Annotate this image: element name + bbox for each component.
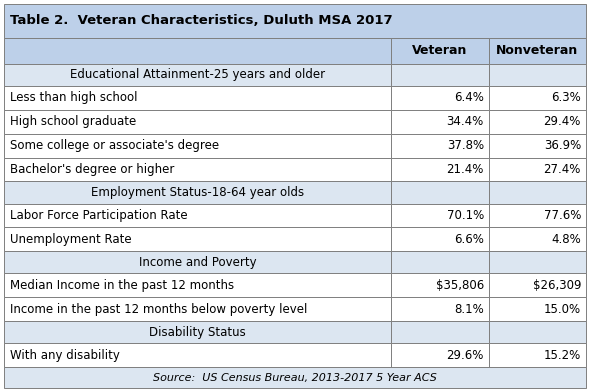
Bar [4,64,391,86]
Text: Nonveteran: Nonveteran [496,44,579,57]
Text: Less than high school: Less than high school [10,91,137,104]
Text: 4.8%: 4.8% [551,233,581,246]
Bar [489,297,586,321]
Bar [391,321,489,343]
Text: Median Income in the past 12 months: Median Income in the past 12 months [10,279,234,292]
Bar [4,203,391,227]
Text: $26,309: $26,309 [533,279,581,292]
Bar [391,227,489,251]
Bar [391,134,489,158]
Text: Income in the past 12 months below poverty level: Income in the past 12 months below pover… [10,303,307,316]
Bar [489,110,586,134]
Bar [489,251,586,274]
Bar [4,110,391,134]
Bar [4,367,586,388]
Text: High school graduate: High school graduate [10,115,136,128]
Bar [489,181,586,203]
Bar [489,274,586,297]
Bar [391,297,489,321]
Text: Labor Force Participation Rate: Labor Force Participation Rate [10,209,188,222]
Bar [489,343,586,367]
Text: 27.4%: 27.4% [543,163,581,176]
Bar [4,297,391,321]
Bar [4,227,391,251]
Bar [489,86,586,110]
Text: 37.8%: 37.8% [447,139,484,152]
Text: 29.4%: 29.4% [543,115,581,128]
Text: 15.0%: 15.0% [544,303,581,316]
Text: Source:  US Census Bureau, 2013-2017 5 Year ACS: Source: US Census Bureau, 2013-2017 5 Ye… [153,373,437,383]
Bar [4,251,391,274]
Text: 6.6%: 6.6% [454,233,484,246]
Text: 8.1%: 8.1% [454,303,484,316]
Text: 77.6%: 77.6% [543,209,581,222]
Text: 15.2%: 15.2% [544,349,581,362]
Bar [4,181,391,203]
Text: Bachelor's degree or higher: Bachelor's degree or higher [10,163,175,176]
Text: Disability Status: Disability Status [149,326,246,339]
Text: Veteran: Veteran [412,44,468,57]
Bar [391,38,489,64]
Bar [4,274,391,297]
Text: Educational Attainment-25 years and older: Educational Attainment-25 years and olde… [70,68,325,81]
Text: 6.3%: 6.3% [551,91,581,104]
Bar [489,227,586,251]
Text: $35,806: $35,806 [435,279,484,292]
Bar [489,38,586,64]
Bar [4,4,586,38]
Bar [391,251,489,274]
Bar [391,181,489,203]
Text: Unemployment Rate: Unemployment Rate [10,233,132,246]
Text: 29.6%: 29.6% [447,349,484,362]
Bar [489,203,586,227]
Bar [391,64,489,86]
Text: Income and Poverty: Income and Poverty [139,256,256,269]
Bar [391,274,489,297]
Bar [391,203,489,227]
Bar [4,38,391,64]
Bar [4,321,391,343]
Bar [391,158,489,181]
Text: 70.1%: 70.1% [447,209,484,222]
Text: Table 2.  Veteran Characteristics, Duluth MSA 2017: Table 2. Veteran Characteristics, Duluth… [10,15,392,27]
Bar [391,86,489,110]
Text: 36.9%: 36.9% [544,139,581,152]
Bar [489,134,586,158]
Text: With any disability: With any disability [10,349,120,362]
Text: 6.4%: 6.4% [454,91,484,104]
Text: 21.4%: 21.4% [447,163,484,176]
Bar [4,158,391,181]
Text: Some college or associate's degree: Some college or associate's degree [10,139,219,152]
Text: Employment Status-18-64 year olds: Employment Status-18-64 year olds [91,186,304,199]
Bar [4,134,391,158]
Text: 34.4%: 34.4% [447,115,484,128]
Bar [489,64,586,86]
Bar [391,343,489,367]
Bar [4,86,391,110]
Bar [489,321,586,343]
Bar [4,343,391,367]
Bar [391,110,489,134]
Bar [489,158,586,181]
